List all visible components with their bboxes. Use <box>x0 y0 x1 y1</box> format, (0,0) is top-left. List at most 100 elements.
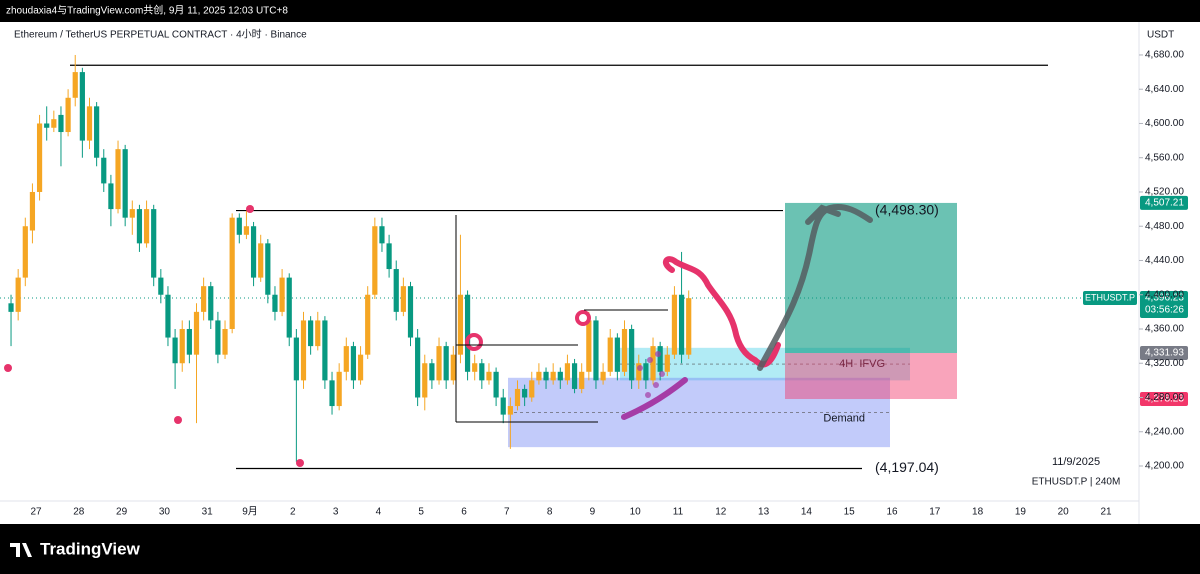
x-tick-label: 16 <box>886 507 898 518</box>
candle-body <box>536 371 542 381</box>
drawing-arrow <box>757 204 873 371</box>
candle-body <box>8 303 14 312</box>
x-tick-label: 30 <box>159 507 171 518</box>
last-price-tag <box>1140 290 1188 318</box>
candle-body <box>664 354 670 372</box>
x-tick-label: 20 <box>1058 507 1070 518</box>
drawing-dot <box>174 416 182 424</box>
brand: TradingView <box>40 539 141 558</box>
candle-body <box>72 72 78 98</box>
x-tick-label: 7 <box>504 507 510 518</box>
candle-body <box>322 320 328 381</box>
x-tick-label: 9 <box>590 507 596 518</box>
candle-body <box>386 243 392 270</box>
footer <box>0 524 1200 574</box>
candle-body <box>543 371 549 381</box>
x-tick-label: 11 <box>673 507 684 518</box>
candle-body <box>58 114 64 133</box>
candle-body <box>400 286 406 312</box>
price-tag-label: 4,331.93 <box>1145 348 1184 359</box>
candle-body <box>457 294 464 355</box>
candle-body <box>22 226 28 278</box>
drawing-mark <box>465 333 483 351</box>
x-tick-label: 4 <box>376 507 382 518</box>
price-tag <box>1140 392 1188 407</box>
x-tick-label: 18 <box>972 507 984 518</box>
x-tick-label: 3 <box>333 507 339 518</box>
candle-body <box>507 406 513 415</box>
candle-body <box>621 328 628 372</box>
y-tick-label: 4,360.00 <box>1145 324 1184 335</box>
candle-body <box>472 363 478 372</box>
candle-body <box>222 328 228 355</box>
candle-body <box>450 354 456 381</box>
x-tick-label: 15 <box>844 507 856 518</box>
x-tick-label: 27 <box>30 507 42 518</box>
candle-body <box>101 157 107 184</box>
candle-body <box>336 371 342 407</box>
price-tag-label: 4,507.21 <box>1145 198 1184 209</box>
candle-body <box>172 337 178 364</box>
position-target <box>785 202 957 354</box>
candle-body <box>350 346 357 381</box>
candle-body <box>243 226 250 235</box>
drawings <box>4 204 873 467</box>
candle-body <box>464 294 471 372</box>
price-tag <box>1140 346 1188 361</box>
candle-body <box>179 328 185 364</box>
x-tick-label: 12 <box>715 507 727 518</box>
candle-body <box>443 346 449 381</box>
candle-body <box>500 397 506 415</box>
candle-body <box>678 294 685 355</box>
drawing-dot <box>246 205 254 213</box>
candle-body <box>636 363 642 381</box>
drawing-path <box>621 377 688 420</box>
candle-body <box>151 209 157 278</box>
price-tag-label: 4,278.23 <box>1145 394 1184 405</box>
x-tick-label: 29 <box>116 507 128 518</box>
candle-body <box>365 294 371 355</box>
y-tick-label: 4,480.00 <box>1145 221 1184 232</box>
x-tick-label: 31 <box>202 507 214 518</box>
candle-body <box>250 226 257 278</box>
candle-body <box>229 217 235 329</box>
candle-body <box>514 388 521 407</box>
x-tick-label: 10 <box>630 507 642 518</box>
x-tick-label: 21 <box>1100 507 1112 518</box>
level-label: (4,498.30) <box>875 201 939 217</box>
candle-body <box>44 123 50 128</box>
candle-body <box>300 320 307 381</box>
x-tick-label: 13 <box>758 507 770 518</box>
candle-body <box>215 320 221 355</box>
y-tick-label: 4,440.00 <box>1145 255 1184 266</box>
candle-body <box>522 388 528 398</box>
candle-body <box>379 226 385 244</box>
chart-title: Ethereum / TetherUS PERPETUAL CONTRACT ·… <box>14 29 307 41</box>
candle-body <box>436 346 442 381</box>
candle-body <box>614 337 620 372</box>
candle-body <box>208 286 214 321</box>
candle-body <box>258 243 264 278</box>
last-price-label: 4,396.23 <box>1145 293 1184 304</box>
candle-body <box>329 380 335 407</box>
y-tick-label: 4,600.00 <box>1145 118 1184 129</box>
x-tick-label: 2 <box>290 507 296 518</box>
candle-body <box>265 243 271 295</box>
candle-body <box>629 328 635 381</box>
candle-body <box>550 371 556 381</box>
candle-body <box>79 72 85 141</box>
level-label: (4,197.04) <box>875 459 939 475</box>
candle-body <box>393 269 399 312</box>
chart-bg <box>0 22 1200 524</box>
candle-body <box>86 106 93 141</box>
candle-body <box>422 363 428 398</box>
drawing-dot <box>296 459 304 467</box>
x-tick-label: 8 <box>547 507 553 518</box>
y-tick-label: 4,320.00 <box>1145 358 1184 369</box>
drawing-path <box>662 256 781 368</box>
x-tick-label: 5 <box>418 507 424 518</box>
candle-body <box>65 97 71 133</box>
x-tick-label: 28 <box>73 507 85 518</box>
candle-body <box>571 363 578 389</box>
